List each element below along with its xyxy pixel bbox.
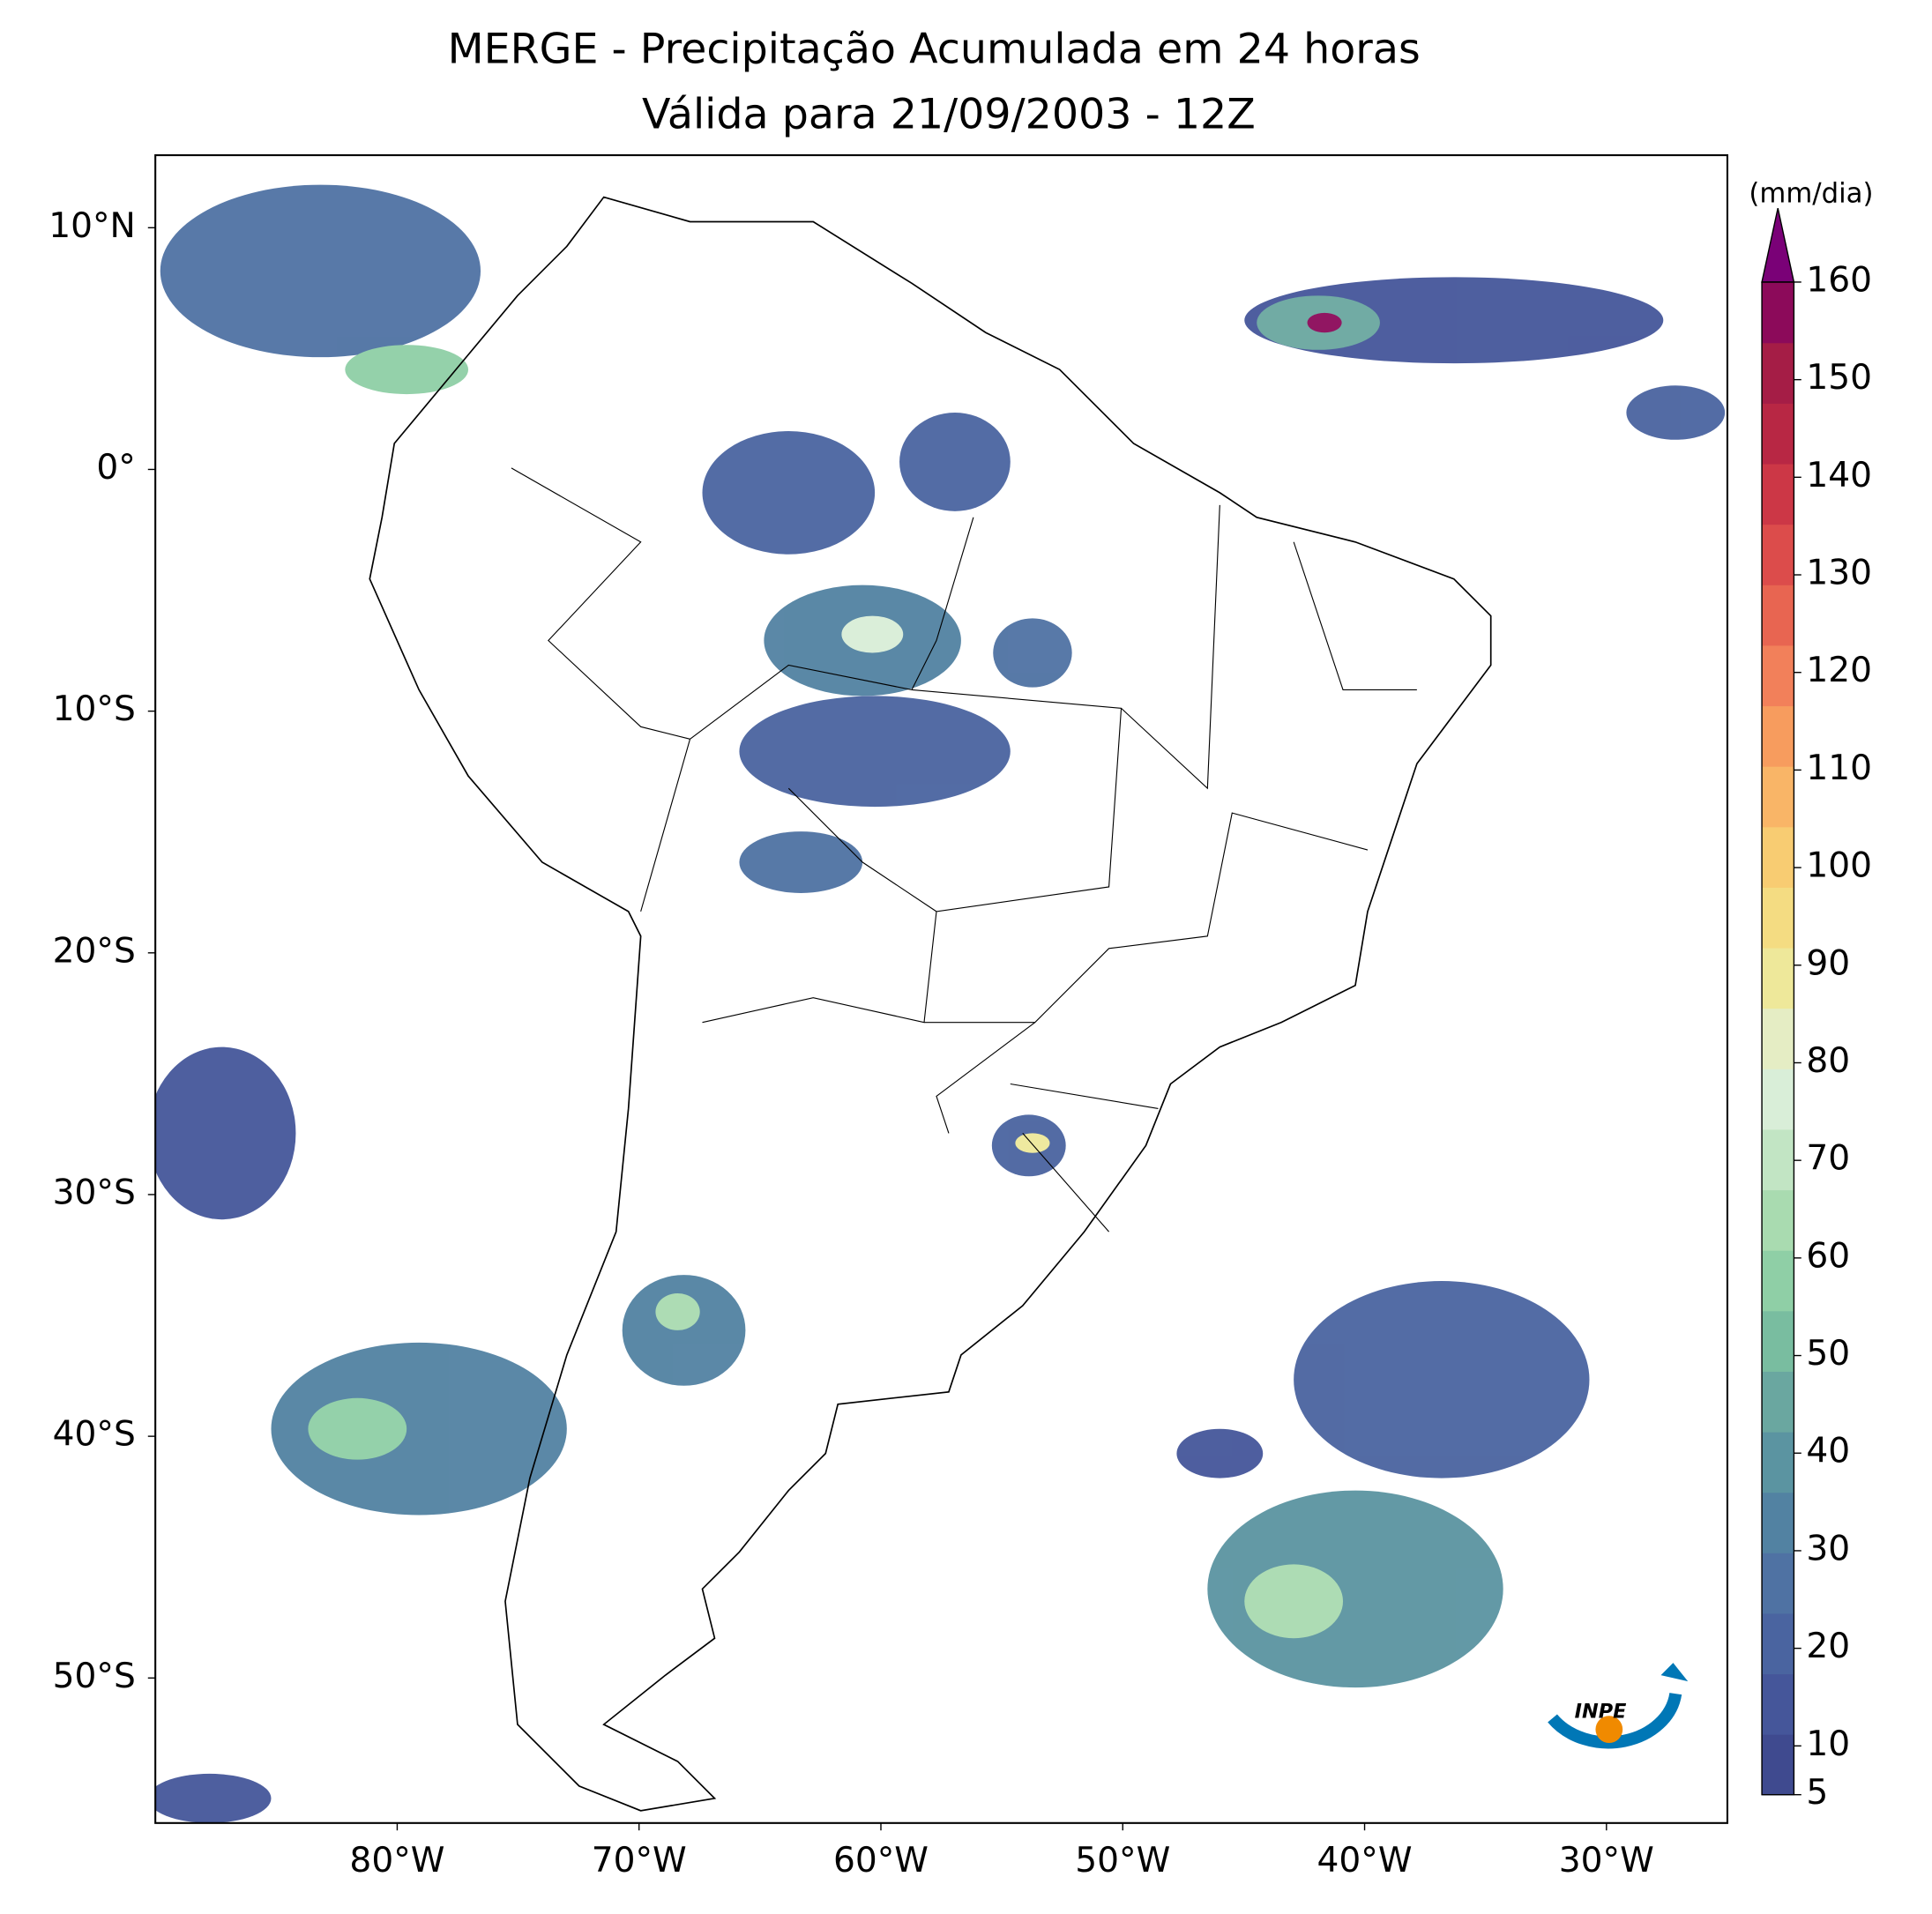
colorbar-segment (1762, 1189, 1794, 1251)
colorbar-tick-label: 40 (1806, 1432, 1850, 1471)
x-tick-label: 30°W (1559, 1841, 1654, 1880)
y-tick-label: 50°S (53, 1657, 136, 1696)
colorbar-tick-label: 30 (1806, 1529, 1850, 1568)
colorbar-segment (1762, 403, 1794, 465)
colorbar-tick-label: 50 (1806, 1334, 1850, 1374)
y-tick-label: 10°N (48, 206, 136, 246)
y-tick-label: 20°S (53, 931, 136, 971)
x-tick-label: 80°W (349, 1841, 444, 1880)
colorbar-segment (1762, 281, 1794, 344)
colorbar-tick-label: 130 (1806, 554, 1872, 593)
colorbar-segment (1762, 585, 1794, 646)
colorbar-segment (1762, 1612, 1794, 1675)
colorbar-segment (1762, 765, 1794, 828)
borders (511, 467, 1417, 1233)
colorbar-segment (1762, 644, 1794, 707)
colorbar-segment (1762, 1069, 1794, 1130)
colorbar-tick-label: 10 (1806, 1724, 1850, 1764)
colorbar-tick-label: 90 (1806, 943, 1850, 983)
x-tick-label: 60°W (833, 1841, 929, 1880)
colorbar-tick-label: 150 (1806, 358, 1872, 398)
x-tick-label: 40°W (1317, 1841, 1413, 1880)
colorbar-segment (1762, 1492, 1794, 1553)
y-tick-label: 30°S (53, 1173, 136, 1212)
logo: INPE (1548, 1663, 1689, 1749)
colorbar-segment (1762, 1553, 1794, 1614)
colorbar-tick-label: 140 (1806, 456, 1872, 495)
colorbar-segment (1762, 524, 1794, 585)
precipitation (155, 184, 1726, 1823)
colorbar-segment (1762, 1310, 1794, 1372)
colorbar-segment (1762, 826, 1794, 888)
colorbar-segment (1762, 1128, 1794, 1191)
colorbar-tick-label: 120 (1806, 651, 1872, 690)
colorbar-tick-label: 110 (1806, 748, 1872, 788)
colorbar-segment (1762, 342, 1794, 404)
colorbar-frame (1761, 281, 1795, 1796)
x-tick-label: 70°W (592, 1841, 687, 1880)
y-tick-label: 40°S (53, 1415, 136, 1455)
map-frame (154, 153, 1728, 1824)
colorbar-tick-label: 20 (1806, 1627, 1850, 1666)
colorbar-tick-label: 160 (1806, 260, 1872, 300)
colorbar-tick-label: 100 (1806, 846, 1872, 886)
x-tick-label: 50°W (1075, 1841, 1170, 1880)
colorbar-segment (1762, 1673, 1794, 1735)
colorbar-segment (1762, 887, 1794, 949)
title-line: MERGE - Precipitação Acumulada em 24 hor… (448, 26, 1421, 74)
colorbar-segment (1762, 705, 1794, 767)
colorbar-segment (1762, 1008, 1794, 1069)
colorbar-tick-label: 70 (1806, 1139, 1850, 1179)
y-tick-label: 0° (96, 448, 135, 488)
colorbar-segment (1762, 1250, 1794, 1312)
title-line: Válida para 21/09/2003 - 12Z (642, 91, 1256, 139)
colorbar-segment (1762, 463, 1794, 525)
y-tick-label: 10°S (53, 689, 136, 729)
colorbar-extension (1761, 207, 1795, 283)
colorbar-segment (1762, 947, 1794, 1009)
coastline (369, 196, 1492, 1812)
map-area (155, 184, 1726, 1823)
colorbar-tick-label: 5 (1806, 1773, 1828, 1813)
colorbar-label: (mm/dia) (1749, 177, 1873, 209)
colorbar-segment (1762, 1734, 1794, 1796)
colorbar-segment (1762, 1371, 1794, 1433)
colorbar-tick-label: 80 (1806, 1041, 1850, 1081)
colorbar-tick-label: 60 (1806, 1236, 1850, 1276)
logo-text: INPE (1575, 1701, 1627, 1724)
colorbar-segment (1762, 1431, 1794, 1493)
